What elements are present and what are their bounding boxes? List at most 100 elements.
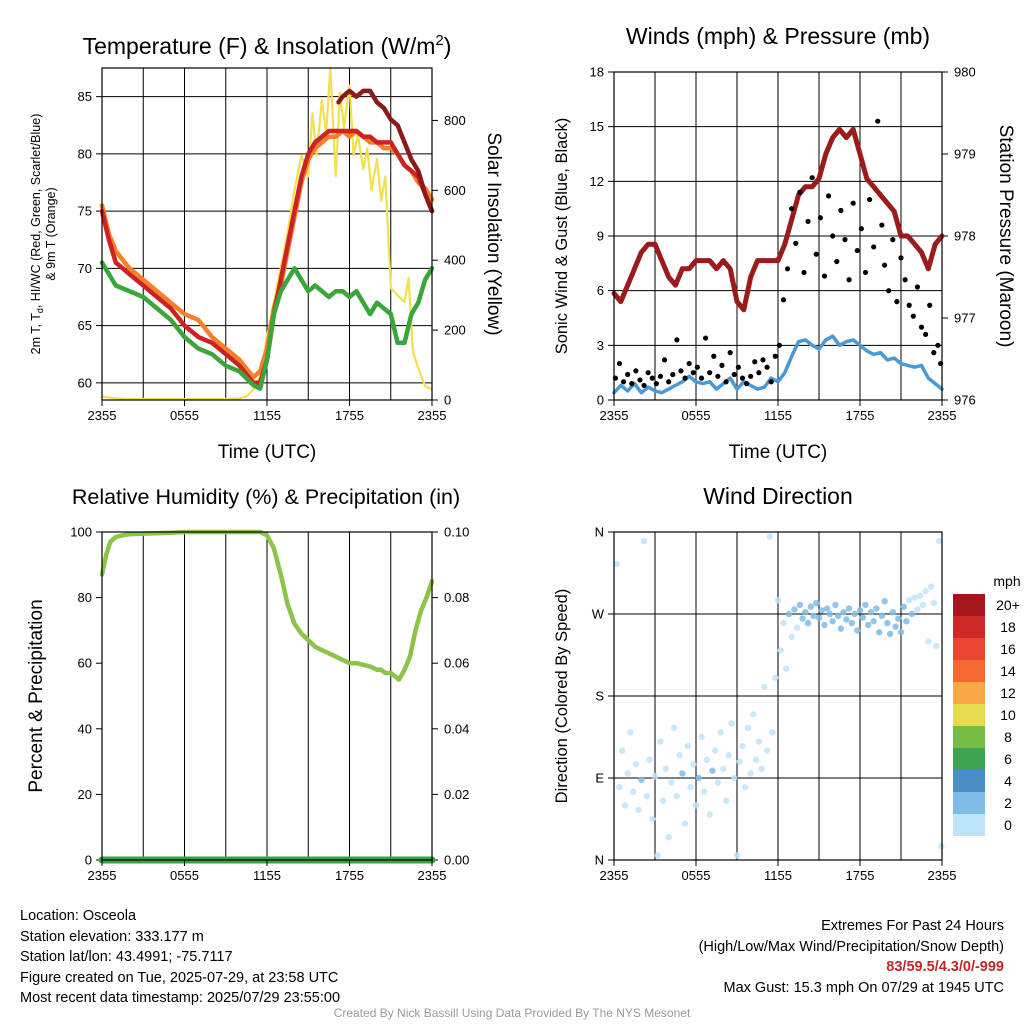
y2-axis-label: Solar Insolation (Yellow) [483,132,504,335]
direction-point [851,610,858,618]
y-tick-label: 40 [78,721,92,736]
gust-point [637,377,643,383]
y-tick-label: 12 [590,174,604,189]
panel-title: Wind Direction [703,483,853,509]
direction-point [837,625,845,632]
direction-point [900,603,907,610]
direction-point [711,747,719,754]
y2-tick-label: 979 [954,147,976,162]
direction-point [720,765,727,773]
y2-tick-label: 800 [444,113,466,128]
direction-point [892,623,899,630]
direction-point [703,756,711,763]
gust-point [793,240,799,246]
y-tick-label: 3 [597,338,604,353]
direction-point [733,852,741,859]
gust-point [731,371,737,378]
gust-point [764,364,770,370]
y-tick-label: N [595,525,604,540]
y2-tick-label: 0.02 [444,787,469,802]
gust-point [661,357,668,363]
location-text: Location: Osceola [20,908,137,924]
title-superscript: 2 [435,32,443,49]
direction-point [676,752,683,759]
direction-point [660,797,667,804]
gust-point [748,373,754,379]
direction-point [657,738,664,745]
gust-point [914,284,921,290]
gust-point [657,373,664,379]
gust-point [707,370,713,376]
direction-point [856,607,864,614]
x-tick-label: 2355 [418,868,447,883]
y-axis-label-line2: & 9m T (Orange) [44,187,58,280]
gust-point [931,350,937,356]
direction-point [613,560,620,568]
direction-point [881,598,888,605]
direction-point [777,647,784,654]
humidity-panel: 0 20 40 60 80 100 0.00 0.02 0.04 0.06 0.08 0.10 2355… [26,485,469,883]
series-line-insolation [100,66,434,401]
direction-point [709,767,716,774]
direction-point [744,724,752,732]
extremes-subtitle: (High/Low/Max Wind/Precipitation/Snow De… [698,938,1004,955]
created-text: Figure created on Tue, 2025-07-29, at 23… [20,969,339,986]
y-tick-label: 0 [597,393,604,408]
gust-point [805,218,811,225]
panel-title: Relative Humidity (%) & Precipitation (i… [72,485,460,509]
direction-point [933,642,940,650]
direction-point [914,606,921,613]
direction-point [911,594,918,601]
direction-point [725,752,732,759]
y-tick-label: 60 [78,375,92,390]
y2-tick-label: 0.04 [444,721,469,736]
gust-point [846,277,852,283]
direction-point [783,665,790,672]
direction-point [701,788,708,795]
gust-point [633,368,639,374]
direction-point [621,802,629,809]
panel-title: Winds (mph) & Pressure (mb) [626,23,930,49]
direction-point [927,583,935,590]
gust-point [842,237,848,243]
gust-point [776,342,782,348]
legend-swatch [953,704,985,726]
y2-tick-label: 400 [444,253,466,268]
legend-swatch [953,814,985,836]
legend-label: 0 [1004,817,1012,833]
direction-point [862,601,869,609]
direction-point [791,606,798,613]
gust-point [834,258,840,265]
gust-point [686,360,692,367]
ylabel-part: 2m T, T [29,313,43,355]
panel-title: Temperature (F) & Insolation (W/m2) [83,32,452,59]
direction-point [668,779,675,786]
latlon-text: Station lat/lon: 43.4991; -75.7117 [20,949,233,965]
legend-label: 14 [1000,663,1016,679]
direction-point [815,614,823,621]
direction-point [840,608,847,616]
series-line-pressure [611,126,945,313]
winds-panel: 0 3 6 9 12 15 18 976 977 978 979 980 2355 0555 1155 175… [553,23,1016,463]
gust-point [715,373,721,379]
direction-point [804,619,812,627]
direction-point [684,742,691,750]
direction-point [867,608,875,616]
x-tick-label: 1155 [764,408,792,423]
direction-point [747,770,754,777]
y2-tick-label: 0.00 [444,853,469,868]
direction-point [813,599,820,607]
max-gust-text: Max Gust: 15.3 mph On 07/29 at 1945 UTC [723,979,1004,996]
y-axis-label: 2m T, Td, HI/WC (Red, Green, Scarlet/Blu… [29,114,45,355]
direction-point [695,774,702,782]
x-tick-label: 0555 [682,868,711,883]
series-line-heat-index [336,88,435,214]
x-tick-label: 1755 [846,408,875,423]
gust-point [641,382,647,389]
direction-point [878,612,886,620]
y-tick-label: E [595,771,604,786]
gust-point [813,251,819,257]
direction-point [908,610,916,618]
direction-point [619,747,626,754]
gust-point [854,247,860,254]
